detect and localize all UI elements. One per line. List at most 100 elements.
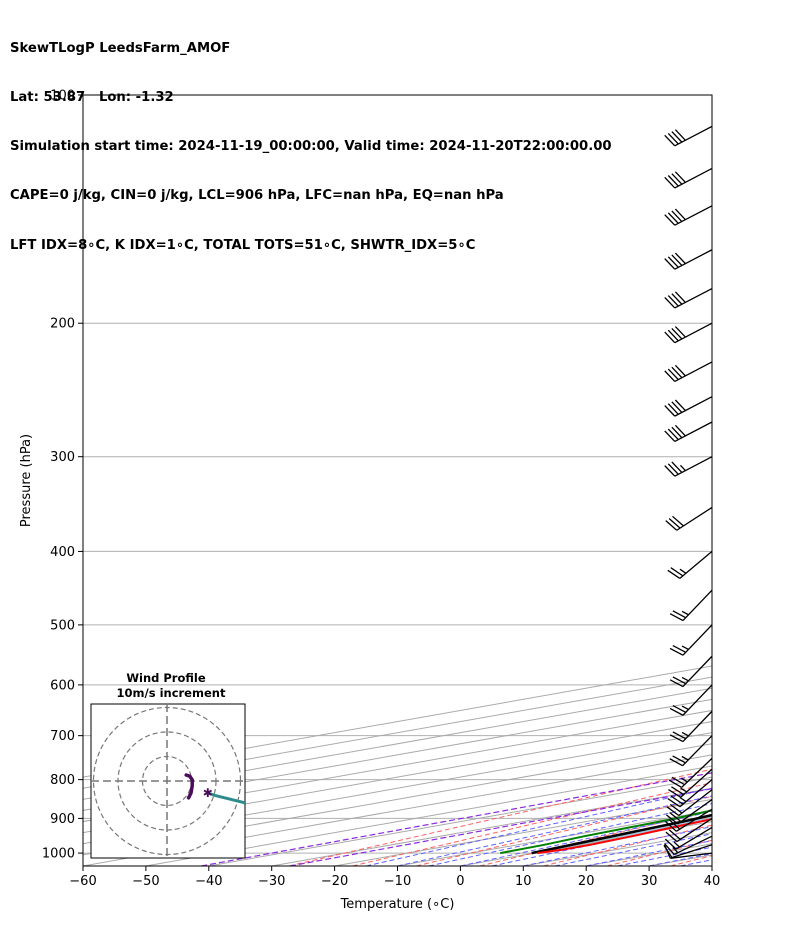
x-axis-label: Temperature (∘C) — [340, 897, 455, 912]
mixing-ratio-line — [201, 772, 712, 866]
convective-params-line: CAPE=0 j/kg, CIN=0 j/kg, LCL=906 hPa, LF… — [10, 188, 504, 204]
isotherm-line — [460, 821, 712, 866]
location-line: Lat: 53.87 Lon: -1.32 — [10, 90, 174, 106]
dry-adiabat-line — [606, 839, 712, 866]
wind-barb — [665, 506, 713, 531]
isotherm-line — [83, 665, 712, 778]
x-tick-label: 30 — [641, 874, 658, 889]
dry-adiabat-line — [352, 782, 712, 866]
x-tick-label: −40 — [195, 874, 222, 889]
isotherm-line — [83, 721, 712, 834]
wind-barb — [664, 249, 713, 270]
wind-barb — [664, 322, 713, 344]
wind-barb — [669, 589, 713, 622]
wind-barb — [668, 757, 713, 788]
wind-barb — [664, 826, 713, 850]
moist-adiabat-line — [523, 826, 712, 866]
wind-barb — [664, 125, 713, 147]
x-tick-label: 20 — [578, 874, 595, 889]
isotherm-line — [83, 698, 712, 811]
y-tick-label: 800 — [50, 773, 75, 788]
wind-barb — [664, 167, 713, 189]
wind-barb — [667, 550, 713, 579]
dry-adiabat-line — [543, 824, 712, 866]
y-axis-label: Pressure (hPa) — [19, 434, 34, 527]
chart-header: SkewTLogP LeedsFarm_AMOF Lat: 53.87 Lon:… — [10, 8, 612, 270]
parcel-profile-line — [531, 813, 712, 855]
wind-barb — [669, 624, 713, 656]
x-tick-label: −10 — [384, 874, 411, 889]
wind-barb — [669, 684, 713, 716]
y-tick-label: 300 — [50, 450, 75, 465]
wind-barb — [666, 789, 713, 817]
dry-adiabat-line — [416, 795, 712, 866]
isotherm-line — [334, 798, 712, 866]
isotherm-line — [83, 676, 712, 789]
y-tick-label: 600 — [50, 678, 75, 693]
isotherm-line — [83, 709, 712, 823]
moist-adiabat-line — [491, 818, 712, 866]
hodograph-low-level-trace — [206, 791, 245, 805]
wind-barb — [664, 205, 713, 226]
dry-adiabat-line — [479, 810, 712, 866]
moist-adiabat-line — [460, 811, 712, 866]
isotherm-line — [586, 843, 712, 866]
temperature-profile-line — [537, 818, 712, 855]
hodograph-start-marker: ✱ — [203, 786, 213, 800]
x-tick-label: −50 — [132, 874, 159, 889]
wind-barb — [669, 655, 713, 688]
wind-barb — [664, 421, 713, 443]
y-tick-label: 900 — [50, 812, 75, 827]
wind-barb — [668, 768, 713, 798]
stability-indices-line: LFT IDX=8∘C, K IDX=1∘C, TOTAL TOTS=51∘C,… — [10, 237, 476, 253]
dewpoint-profile-line — [500, 809, 712, 855]
x-tick-label: −30 — [258, 874, 285, 889]
moist-adiabat-line — [586, 840, 712, 866]
x-tick-label: 0 — [456, 874, 464, 889]
wind-barb — [664, 456, 713, 477]
chart-title: SkewTLogP LeedsFarm_AMOF — [10, 40, 231, 56]
wind-barb — [669, 710, 713, 743]
x-tick-label: 40 — [704, 874, 721, 889]
dry-adiabat-line — [288, 768, 712, 866]
hodograph-upper-level-trace — [184, 773, 194, 800]
wind-barb — [665, 799, 713, 825]
isotherm-line — [271, 787, 712, 866]
time-line: Simulation start time: 2024-11-19_00:00:… — [10, 139, 612, 155]
y-tick-label: 700 — [50, 729, 75, 744]
x-tick-label: −60 — [69, 874, 96, 889]
y-tick-label: 200 — [50, 317, 75, 332]
hodograph-inset: ✱ — [90, 703, 246, 859]
dry-adiabat-line — [734, 95, 794, 866]
isotherm-line — [711, 865, 712, 866]
y-tick-label: 400 — [50, 545, 75, 560]
mixing-ratio-line — [289, 788, 712, 866]
dry-adiabat-line — [670, 855, 712, 866]
x-tick-label: −20 — [321, 874, 348, 889]
wind-barb — [667, 779, 713, 808]
isotherm-line — [397, 809, 712, 866]
wind-barb — [664, 361, 713, 383]
x-tick-label: 10 — [515, 874, 532, 889]
wind-barb — [665, 808, 713, 832]
wind-barb — [665, 817, 713, 843]
hodograph-title: Wind Profile — [126, 671, 206, 685]
y-tick-label: 500 — [50, 618, 75, 633]
wind-barb — [664, 396, 713, 417]
wind-barb — [664, 287, 713, 309]
isotherm-line — [83, 687, 712, 800]
moist-adiabat-line — [617, 846, 712, 866]
wind-barb — [664, 835, 713, 856]
wind-barb — [663, 844, 713, 859]
y-tick-label: 1000 — [42, 847, 75, 862]
moist-adiabat-line — [649, 853, 712, 866]
isotherm-line — [649, 854, 712, 866]
hodograph-subtitle: 10m/s increment — [117, 686, 226, 700]
moist-adiabat-line — [397, 795, 712, 866]
isotherm-line — [523, 832, 712, 866]
moist-adiabat-line — [365, 787, 712, 866]
wind-barb — [669, 735, 713, 767]
y-tick-label: 100 — [50, 89, 75, 104]
cape-cin-shading — [531, 815, 712, 854]
